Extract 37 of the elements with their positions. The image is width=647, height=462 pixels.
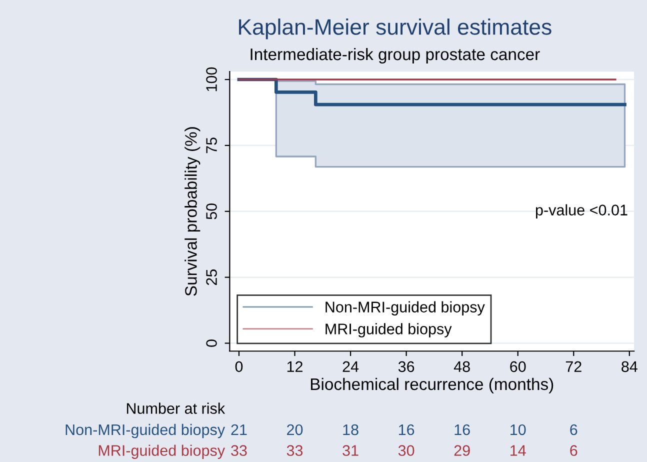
y-tick-label: 0: [206, 340, 217, 347]
legend-label: MRI-guided biopsy: [326, 323, 452, 338]
y-tick-label: 75: [206, 138, 217, 154]
x-tick-label: 48: [454, 361, 470, 372]
y-axis-title: Survival probability (%): [184, 127, 200, 296]
y-tick-label: 50: [206, 203, 217, 220]
text: Non-MRI-guided biopsy: [66, 424, 226, 438]
text: Number at risk: [126, 402, 226, 414]
text: 14: [510, 445, 526, 456]
text: 6: [570, 424, 578, 436]
x-tick-label: 60: [510, 361, 526, 372]
text: 30: [398, 445, 414, 456]
x-tick-label: 72: [566, 361, 582, 372]
text: 31: [342, 445, 358, 456]
text: 33: [231, 445, 247, 456]
x-tick-label: 12: [287, 361, 302, 372]
x-tick-label: 0: [235, 361, 243, 372]
text: 33: [286, 445, 303, 456]
y-tick-label: 100: [206, 67, 217, 92]
x-tick-label: 24: [342, 361, 359, 372]
text: MRI-guided biopsy: [98, 444, 226, 459]
chart-subtitle: Intermediate-risk group prostate cancer: [250, 48, 540, 64]
x-tick-label: 36: [398, 361, 414, 372]
text: 10: [510, 424, 526, 436]
text: 16: [398, 424, 414, 436]
text: 20: [287, 424, 303, 436]
x-tick-label: 84: [622, 361, 638, 372]
text: 21: [231, 424, 247, 435]
text: 16: [454, 424, 470, 436]
x-axis-title: Biochemical recurrence (months): [310, 378, 554, 394]
text: 29: [454, 445, 470, 456]
annotation: p-value <0.01: [536, 204, 628, 218]
text: 18: [343, 424, 358, 436]
text: 6: [570, 445, 578, 456]
legend-label: Non-MRI-guided biopsy: [326, 301, 485, 316]
chart-title: Kaplan-Meier survival estimates: [239, 18, 552, 40]
y-tick-label: 25: [206, 269, 217, 286]
